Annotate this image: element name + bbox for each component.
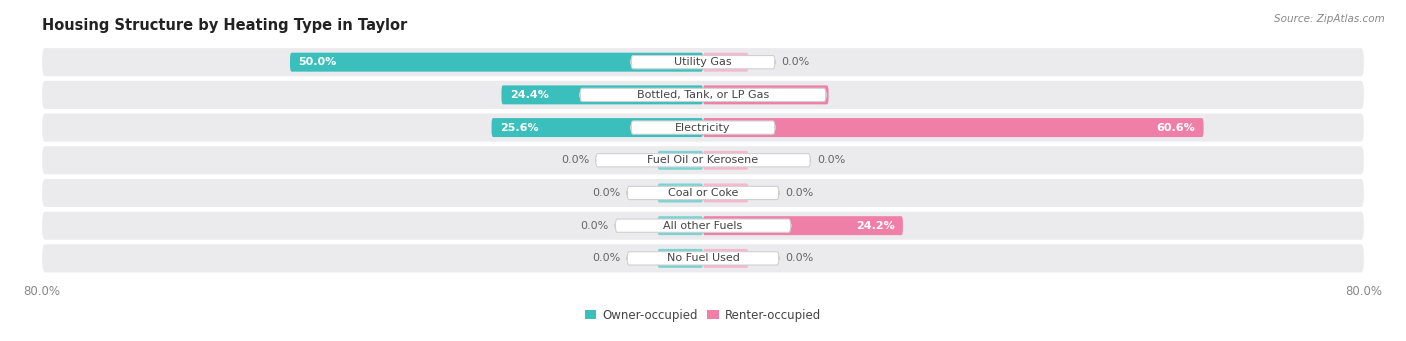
- FancyBboxPatch shape: [616, 219, 790, 232]
- Text: 0.0%: 0.0%: [786, 253, 814, 263]
- Text: Utility Gas: Utility Gas: [675, 57, 731, 67]
- Text: All other Fuels: All other Fuels: [664, 221, 742, 231]
- FancyBboxPatch shape: [703, 53, 748, 72]
- FancyBboxPatch shape: [42, 48, 1364, 76]
- FancyBboxPatch shape: [627, 252, 779, 265]
- FancyBboxPatch shape: [627, 186, 779, 199]
- FancyBboxPatch shape: [703, 85, 828, 104]
- FancyBboxPatch shape: [658, 183, 703, 203]
- Text: 0.0%: 0.0%: [782, 57, 810, 67]
- Text: 25.6%: 25.6%: [499, 122, 538, 133]
- FancyBboxPatch shape: [658, 216, 703, 235]
- Text: Source: ZipAtlas.com: Source: ZipAtlas.com: [1274, 14, 1385, 24]
- FancyBboxPatch shape: [42, 244, 1364, 272]
- Text: 24.2%: 24.2%: [856, 221, 894, 231]
- Text: Fuel Oil or Kerosene: Fuel Oil or Kerosene: [647, 155, 759, 165]
- FancyBboxPatch shape: [631, 56, 775, 69]
- FancyBboxPatch shape: [631, 121, 775, 134]
- FancyBboxPatch shape: [579, 88, 827, 102]
- FancyBboxPatch shape: [703, 151, 748, 170]
- Text: 0.0%: 0.0%: [592, 253, 620, 263]
- FancyBboxPatch shape: [596, 154, 810, 167]
- Text: 0.0%: 0.0%: [592, 188, 620, 198]
- Text: No Fuel Used: No Fuel Used: [666, 253, 740, 263]
- FancyBboxPatch shape: [703, 118, 1204, 137]
- Text: Electricity: Electricity: [675, 122, 731, 133]
- Legend: Owner-occupied, Renter-occupied: Owner-occupied, Renter-occupied: [579, 304, 827, 326]
- Text: Coal or Coke: Coal or Coke: [668, 188, 738, 198]
- FancyBboxPatch shape: [658, 151, 703, 170]
- Text: 0.0%: 0.0%: [561, 155, 589, 165]
- FancyBboxPatch shape: [42, 212, 1364, 240]
- Text: Housing Structure by Heating Type in Taylor: Housing Structure by Heating Type in Tay…: [42, 18, 408, 33]
- FancyBboxPatch shape: [703, 249, 748, 268]
- Text: 0.0%: 0.0%: [581, 221, 609, 231]
- FancyBboxPatch shape: [42, 81, 1364, 109]
- FancyBboxPatch shape: [703, 216, 903, 235]
- Text: 0.0%: 0.0%: [817, 155, 845, 165]
- Text: Bottled, Tank, or LP Gas: Bottled, Tank, or LP Gas: [637, 90, 769, 100]
- FancyBboxPatch shape: [502, 85, 703, 104]
- FancyBboxPatch shape: [492, 118, 703, 137]
- FancyBboxPatch shape: [703, 183, 748, 203]
- Text: 50.0%: 50.0%: [298, 57, 336, 67]
- FancyBboxPatch shape: [42, 114, 1364, 142]
- FancyBboxPatch shape: [42, 179, 1364, 207]
- Text: 24.4%: 24.4%: [510, 90, 548, 100]
- Text: 60.6%: 60.6%: [1157, 122, 1195, 133]
- Text: 0.0%: 0.0%: [786, 188, 814, 198]
- FancyBboxPatch shape: [290, 53, 703, 72]
- FancyBboxPatch shape: [42, 146, 1364, 174]
- Text: 15.2%: 15.2%: [782, 90, 820, 100]
- FancyBboxPatch shape: [658, 249, 703, 268]
